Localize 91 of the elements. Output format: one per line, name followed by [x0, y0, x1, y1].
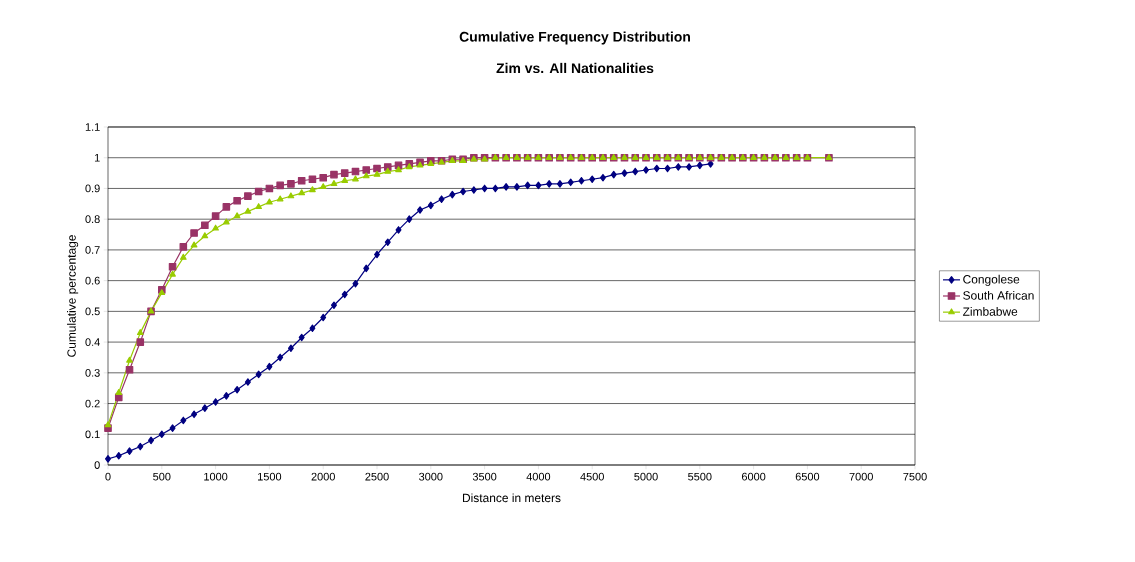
point: [578, 176, 585, 185]
point: [470, 186, 477, 194]
y-tick-label: 0.7: [85, 246, 100, 254]
point: [115, 451, 122, 460]
x-tick-label: 4000: [526, 472, 551, 481]
point: [686, 163, 693, 171]
y-axis-title: Cumulative percentage: [67, 235, 79, 357]
point: [201, 404, 208, 412]
point: [653, 164, 660, 173]
y-tick-label: 1.1: [85, 123, 100, 131]
point: [352, 279, 359, 288]
y-tick-label: 0.6: [85, 276, 100, 285]
x-tick-label: 500: [153, 472, 171, 481]
x-tick-label: 7000: [849, 472, 873, 481]
point: [298, 333, 305, 342]
point: [481, 184, 488, 193]
y-tick-label: 0.5: [85, 307, 100, 316]
point: [546, 180, 553, 188]
point: [287, 344, 294, 353]
x-tick-label: 5500: [688, 472, 712, 481]
point: [449, 190, 456, 199]
x-tick-label: 1500: [258, 472, 282, 481]
point: [330, 301, 337, 310]
point: [610, 170, 617, 179]
y-tick-label: 0.3: [85, 368, 100, 377]
x-tick-label: 7500: [903, 472, 927, 481]
point: [427, 201, 434, 210]
point: [255, 370, 262, 379]
y-tick-label: 0.9: [85, 184, 100, 193]
x-tick-label: 0: [105, 472, 111, 481]
x-tick-label: 6500: [795, 472, 820, 481]
point: [309, 324, 316, 333]
point: [223, 392, 230, 400]
point: [191, 410, 198, 419]
point: [244, 378, 251, 386]
y-tick-label: 1: [94, 153, 100, 162]
point: [643, 166, 650, 174]
y-tick-label: 0.4: [85, 338, 100, 346]
point: [126, 447, 133, 455]
point: [556, 180, 563, 188]
point: [589, 175, 596, 184]
point: [707, 160, 714, 168]
point: [513, 183, 520, 191]
x-tick-label: 3000: [419, 472, 443, 481]
point: [696, 161, 703, 170]
point: [105, 455, 111, 463]
x-tick-label: 2000: [311, 472, 335, 481]
x-tick-label: 4500: [580, 472, 604, 481]
point: [492, 184, 499, 193]
point: [632, 167, 639, 176]
point: [438, 195, 445, 204]
point: [180, 416, 187, 425]
point: [266, 362, 273, 371]
point: [524, 181, 531, 190]
x-tick-label: 5000: [634, 472, 658, 481]
point: [406, 215, 413, 223]
point: [599, 173, 606, 182]
x-axis-title: Distance in meters: [462, 493, 561, 503]
point: [384, 238, 391, 247]
chart-title: Cumulative Frequency Distribution: [459, 31, 690, 45]
legend-label: Zimbabwe: [962, 307, 1018, 316]
point: [320, 313, 327, 322]
point: [417, 206, 424, 214]
y-tick-label: 0: [94, 461, 100, 469]
point: [169, 424, 176, 432]
point: [535, 181, 542, 190]
point: [363, 264, 370, 273]
point: [148, 436, 155, 445]
x-tick-label: 1000: [204, 472, 228, 481]
y-tick-label: 0.2: [85, 399, 100, 408]
point: [234, 385, 241, 394]
y-tick-label: 0.8: [85, 215, 100, 224]
point: [567, 178, 574, 187]
x-tick-label: 2500: [365, 472, 389, 481]
x-tick-label: 6000: [741, 472, 766, 481]
y-tick-label: 0.1: [85, 430, 100, 439]
point: [664, 164, 671, 173]
point: [460, 187, 467, 196]
point: [137, 442, 144, 451]
point: [503, 183, 510, 191]
point: [395, 226, 402, 234]
point: [341, 290, 348, 299]
chart-subtitle: Zim vs. All Nationalities: [496, 62, 654, 74]
legend-label: South African: [963, 290, 1034, 300]
point: [675, 163, 682, 171]
legend-label: Congolese: [963, 274, 1020, 286]
x-tick-label: 3500: [472, 472, 497, 481]
point: [621, 169, 628, 177]
point: [277, 353, 284, 362]
point: [212, 398, 219, 406]
point: [158, 430, 165, 439]
